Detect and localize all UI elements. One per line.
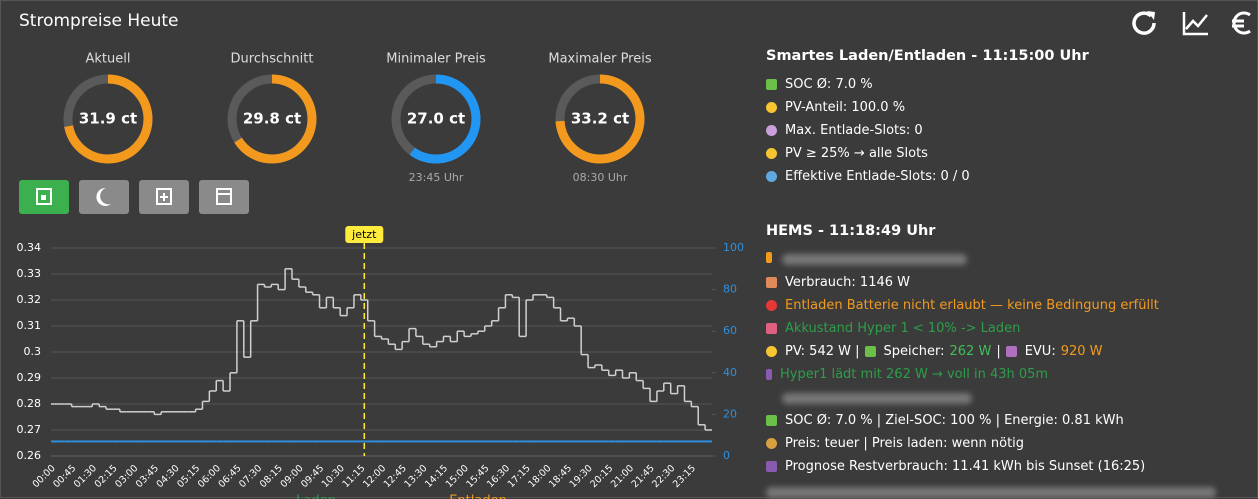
info-line: SOC Ø: 7.0 % (766, 77, 873, 92)
euro-icon[interactable] (1232, 13, 1250, 33)
text: Hyper1 lädt mit 262 W → voll in 43h 05m (780, 367, 1048, 382)
info-line: Akkustand Hyper 1 < 10% -> Laden (766, 321, 1020, 336)
icon (199, 180, 249, 214)
text: 262 W (950, 344, 992, 359)
section-title: HEMS - 11:18:49 Uhr (766, 223, 935, 239)
y-tick-label: 0.33 (17, 267, 42, 280)
title: Strompreise Heute (19, 11, 178, 31)
y-tick-label: 0.31 (17, 319, 42, 332)
gauge-value: 27.0 ct (407, 110, 465, 128)
left-panel: Strompreise Heute Aktuell 31.9 ct Durchsch… (1, 1, 761, 499)
text: SOC Ø: 7.0 % | Ziel-SOC: 100 % | Energie… (785, 413, 1124, 428)
text: Verbrauch: 1146 W (785, 275, 910, 290)
icon (139, 180, 189, 214)
text: Speicher: (884, 344, 945, 359)
text: PV ≥ 25% → alle Slots (785, 146, 928, 161)
info-line: Verbrauch: 1146 W (766, 275, 910, 290)
y-tick-label: 0.34 (17, 241, 42, 254)
gauge-value: 33.2 ct (571, 110, 629, 128)
text: Preis: teuer | Preis laden: wenn nötig (785, 436, 1024, 451)
y2-tick-label: 100 (723, 241, 744, 254)
info-line: SOC Ø: 7.0 % | Ziel-SOC: 100 % | Energie… (766, 413, 1124, 428)
calendar-button[interactable] (199, 180, 249, 214)
y-tick-label: 0.28 (17, 397, 42, 410)
chart-icon[interactable] (1184, 12, 1208, 34)
text: PV: 542 W | (785, 344, 860, 359)
info-line: Entladen Batterie nicht erlaubt — keine … (766, 298, 1159, 313)
text: 920 W (1061, 344, 1103, 359)
today-button[interactable] (19, 180, 69, 214)
info-line: Effektive Entlade-Slots: 0 / 0 (766, 169, 970, 184)
toolbar (1126, 7, 1256, 39)
x-tick-label: 23:15 (671, 463, 698, 490)
y2-tick-label: 60 (723, 324, 737, 337)
redacted (782, 254, 967, 265)
y-tick-label: 0.3 (24, 345, 42, 358)
y-tick-label: 0.32 (17, 293, 42, 306)
gauge-note: 23:45 Uhr (409, 171, 464, 184)
text: SOC Ø: 7.0 % (785, 77, 873, 92)
y-tick-label: 0.26 (17, 449, 42, 462)
legend-label: Entladen (449, 494, 507, 499)
gauge-label: Minimaler Preis (386, 52, 486, 67)
text: Entladen Batterie nicht erlaubt — keine … (785, 298, 1159, 313)
info-line: Prognose Restverbrauch: 11.41 kWh bis Su… (766, 459, 1145, 474)
now-label: jetzt (351, 228, 377, 241)
y2-tick-label: 20 (723, 407, 737, 420)
y-tick-label: 0.29 (17, 371, 42, 384)
gauge-label: Maximaler Preis (548, 52, 651, 67)
text: Max. Entlade-Slots: 0 (785, 123, 923, 138)
icon (19, 180, 69, 214)
gauge-label: Aktuell (86, 52, 131, 67)
legend-label: Laden (296, 494, 336, 499)
y2-tick-label: 40 (723, 366, 737, 379)
y-tick-label: 0.27 (17, 423, 42, 436)
y2-tick-label: 80 (723, 283, 737, 296)
gauge-value: 31.9 ct (79, 110, 137, 128)
gauge-note: 08:30 Uhr (573, 171, 628, 184)
refresh-icon[interactable] (1134, 11, 1155, 33)
gauge-value: 29.8 ct (243, 110, 301, 128)
info-line: PV ≥ 25% → alle Slots (766, 146, 928, 161)
info-line: Preis: teuer | Preis laden: wenn nötig (766, 436, 1024, 451)
gauge-label: Durchschnitt (231, 52, 314, 67)
text: Effektive Entlade-Slots: 0 / 0 (785, 169, 970, 184)
text: PV-Anteil: 100.0 % (785, 100, 905, 115)
text: Prognose Restverbrauch: 11.41 kWh bis Su… (785, 459, 1145, 474)
redacted (782, 393, 972, 404)
night-button[interactable] (79, 180, 129, 214)
text: | (996, 344, 1000, 359)
y2-tick-label: 0 (723, 449, 730, 462)
info-line (766, 252, 775, 263)
info-line: PV-Anteil: 100.0 % (766, 100, 905, 115)
section-title: Smartes Laden/Entladen - 11:15:00 Uhr (766, 48, 1089, 64)
info-line: Max. Entlade-Slots: 0 (766, 123, 923, 138)
info-line: Hyper1 lädt mit 262 W → voll in 43h 05m (766, 367, 1048, 382)
tomorrow-button[interactable] (139, 180, 189, 214)
redacted (766, 487, 1216, 498)
text: EVU: (1025, 344, 1056, 359)
info-line: PV: 542 W | Speicher: 262 W | EVU: 920 W (766, 344, 1103, 359)
icon (79, 180, 129, 214)
text: Akkustand Hyper 1 < 10% -> Laden (785, 321, 1020, 336)
